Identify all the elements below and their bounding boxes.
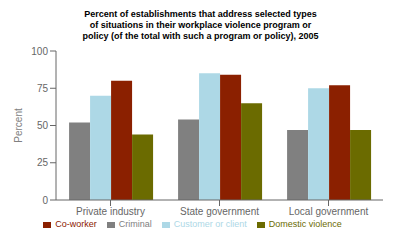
- svg-text:0: 0: [42, 195, 48, 206]
- html-text:Co-worker: Co-worker: [55, 219, 97, 229]
- svg-text:Private industry: Private industry: [76, 206, 145, 217]
- html-text:Customer or client: Customer or client: [173, 219, 247, 229]
- html-text:Percent of establishments that: Percent of establishments that address s…: [84, 9, 317, 19]
- html-text:Domestic violence: Domestic violence: [268, 219, 342, 229]
- html-text:of situations in their workpla: of situations in their workplace violenc…: [89, 20, 312, 30]
- svg-text:50: 50: [37, 120, 49, 131]
- svg-text:Percent: Percent: [13, 108, 24, 143]
- svg-text:Local government: Local government: [289, 206, 369, 217]
- svg-text:25: 25: [37, 157, 49, 168]
- html-text:Criminal: Criminal: [118, 219, 152, 229]
- svg-text:75: 75: [37, 83, 49, 94]
- svg-text:State government: State government: [180, 206, 259, 217]
- svg-text:100: 100: [31, 46, 48, 57]
- html-text:policy (of the total with such: policy (of the total with such a program…: [82, 31, 319, 41]
